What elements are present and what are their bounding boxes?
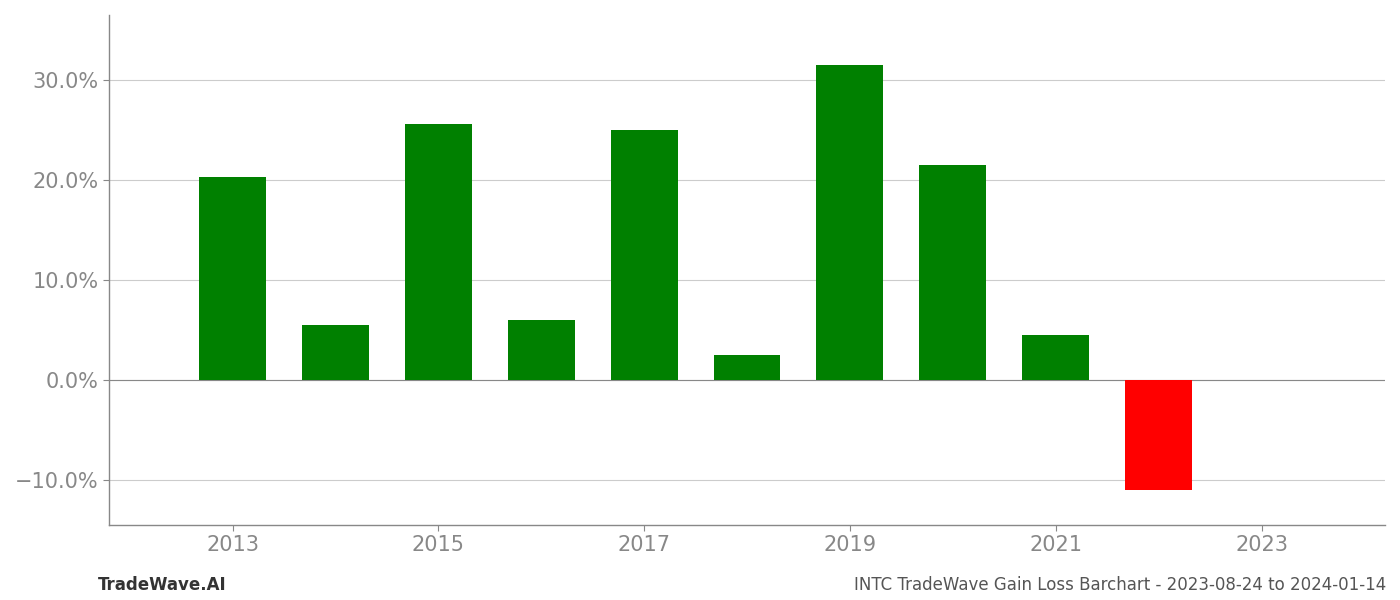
Bar bbox=[714, 355, 780, 380]
Bar bbox=[508, 320, 574, 380]
Bar bbox=[405, 124, 472, 380]
Bar bbox=[302, 325, 368, 380]
Text: TradeWave.AI: TradeWave.AI bbox=[98, 576, 227, 594]
Bar bbox=[610, 130, 678, 380]
Bar bbox=[816, 65, 883, 380]
Bar bbox=[1126, 380, 1191, 490]
Text: INTC TradeWave Gain Loss Barchart - 2023-08-24 to 2024-01-14: INTC TradeWave Gain Loss Barchart - 2023… bbox=[854, 576, 1386, 594]
Bar bbox=[1022, 335, 1089, 380]
Bar bbox=[920, 165, 986, 380]
Bar bbox=[199, 177, 266, 380]
